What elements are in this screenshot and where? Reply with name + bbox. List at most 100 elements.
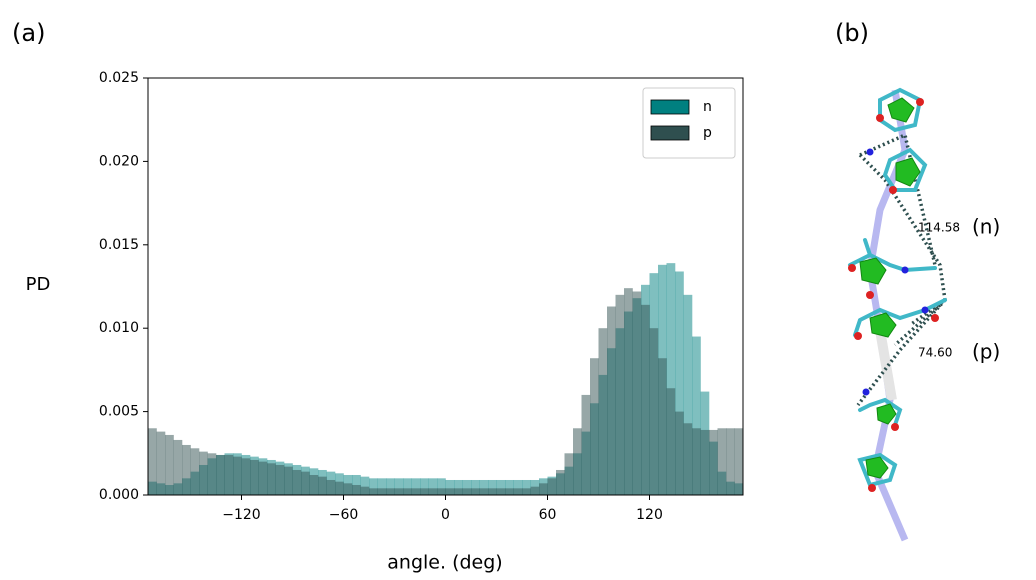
histogram-bar <box>420 488 429 495</box>
legend-swatch <box>650 99 690 115</box>
histogram-bar <box>411 478 421 495</box>
histogram-bar <box>420 478 429 495</box>
legend-swatch <box>650 125 690 141</box>
histogram-bar <box>471 479 480 495</box>
histogram-bar <box>428 478 438 495</box>
histogram-bar <box>190 448 200 495</box>
legend: np <box>642 87 736 159</box>
histogram-bar <box>522 479 531 495</box>
histogram-bar <box>386 478 395 495</box>
legend-box <box>642 87 736 159</box>
histogram-bar <box>437 478 446 495</box>
histogram-bar <box>513 488 523 495</box>
x-axis-label: angle. (deg) <box>387 552 502 574</box>
histogram-bar <box>394 478 404 495</box>
histogram-bar <box>403 478 412 495</box>
histogram-bar <box>607 306 616 495</box>
distance-tag: (n) <box>972 215 1000 239</box>
histogram-bar <box>462 488 472 495</box>
histogram-bar <box>241 458 251 495</box>
histogram-bar <box>258 461 268 495</box>
histogram-bar <box>564 453 574 495</box>
histogram-bar <box>496 488 506 495</box>
y-tick-label: 0.020 <box>99 153 139 169</box>
panel-label: (a) <box>12 19 45 47</box>
histogram-bar <box>199 451 208 495</box>
histogram-bar <box>488 488 497 495</box>
distance-lines <box>856 132 947 407</box>
legend-label: n <box>703 99 712 115</box>
distance-value: 114.58 <box>918 221 960 235</box>
histogram-bar <box>692 336 701 495</box>
histogram-bar <box>165 434 174 495</box>
histogram-bar <box>513 479 523 495</box>
histogram-bar <box>326 479 336 495</box>
histogram-bar <box>207 453 217 495</box>
histogram-bar <box>216 454 225 495</box>
histogram-bar <box>445 488 455 495</box>
histogram-bar <box>505 479 514 495</box>
histogram-bar <box>411 488 421 495</box>
histogram-bar <box>233 456 242 495</box>
histogram-bar <box>675 271 684 495</box>
histogram-bar <box>148 428 157 495</box>
histogram-bar <box>683 294 693 495</box>
panel-label: (b) <box>835 19 869 47</box>
y-tick-label: 0.010 <box>99 320 139 336</box>
histogram-bar <box>717 428 727 495</box>
distance-value: 74.60 <box>918 346 952 360</box>
histogram-bar <box>318 476 327 495</box>
histogram-bar <box>573 428 582 495</box>
histogram-bar <box>428 488 438 495</box>
histogram-bar <box>267 463 276 495</box>
y-tick-label: 0.025 <box>99 70 139 86</box>
histogram-bar <box>522 488 531 495</box>
y-tick-label: 0.005 <box>99 404 139 420</box>
histogram-bar <box>658 358 667 495</box>
backbone-ribbon <box>875 329 897 401</box>
histogram-bar <box>437 488 446 495</box>
histogram-bar <box>581 394 591 495</box>
y-axis-label: PD <box>26 274 51 295</box>
sugar-rings <box>859 97 921 479</box>
legend-label: p <box>703 125 712 141</box>
histogram-bar <box>479 479 489 495</box>
sticks <box>848 87 947 488</box>
histogram-bar <box>471 488 480 495</box>
histogram-bar <box>598 328 608 495</box>
histogram-bar <box>530 486 540 495</box>
x-tick-label: −60 <box>329 507 359 523</box>
histogram-bar <box>590 358 599 495</box>
distance-tag: (p) <box>972 340 1000 364</box>
histogram-bar <box>377 478 387 495</box>
histogram-bar <box>275 464 285 495</box>
histogram-bar <box>360 476 370 495</box>
histogram-bar <box>666 263 676 495</box>
histogram-bar <box>666 388 676 495</box>
histogram-bar <box>734 428 744 495</box>
histogram-bar <box>352 484 361 495</box>
molecule-image: 114.58 (n) 74.60 (p) <box>848 87 1000 542</box>
histogram-bar <box>403 488 412 495</box>
histogram-bar <box>445 479 455 495</box>
histogram-bar <box>173 439 183 495</box>
histogram-bar <box>377 488 387 495</box>
histogram-bar <box>394 488 404 495</box>
histogram-bar <box>496 479 506 495</box>
histogram-bar <box>386 488 395 495</box>
histogram-bar <box>454 488 463 495</box>
histogram-bar <box>284 466 293 495</box>
histogram-bar <box>539 483 548 495</box>
histogram-bar <box>479 488 489 495</box>
x-tick-label: −120 <box>222 507 260 523</box>
nitrogen-atoms <box>862 148 929 396</box>
histogram-bar <box>360 486 370 495</box>
y-tick-label: 0.015 <box>99 237 139 253</box>
plot-area: −120 −60 0 60 120 0.000 0.005 0.010 0.015 0.020 0.… <box>99 70 744 523</box>
histogram-bar <box>547 478 557 495</box>
histogram-bar <box>641 304 650 495</box>
x-tick-label: 120 <box>636 507 663 523</box>
y-tick-label: 0.000 <box>99 487 139 503</box>
histogram-bar <box>692 428 701 495</box>
x-tick-label: 60 <box>539 507 557 523</box>
